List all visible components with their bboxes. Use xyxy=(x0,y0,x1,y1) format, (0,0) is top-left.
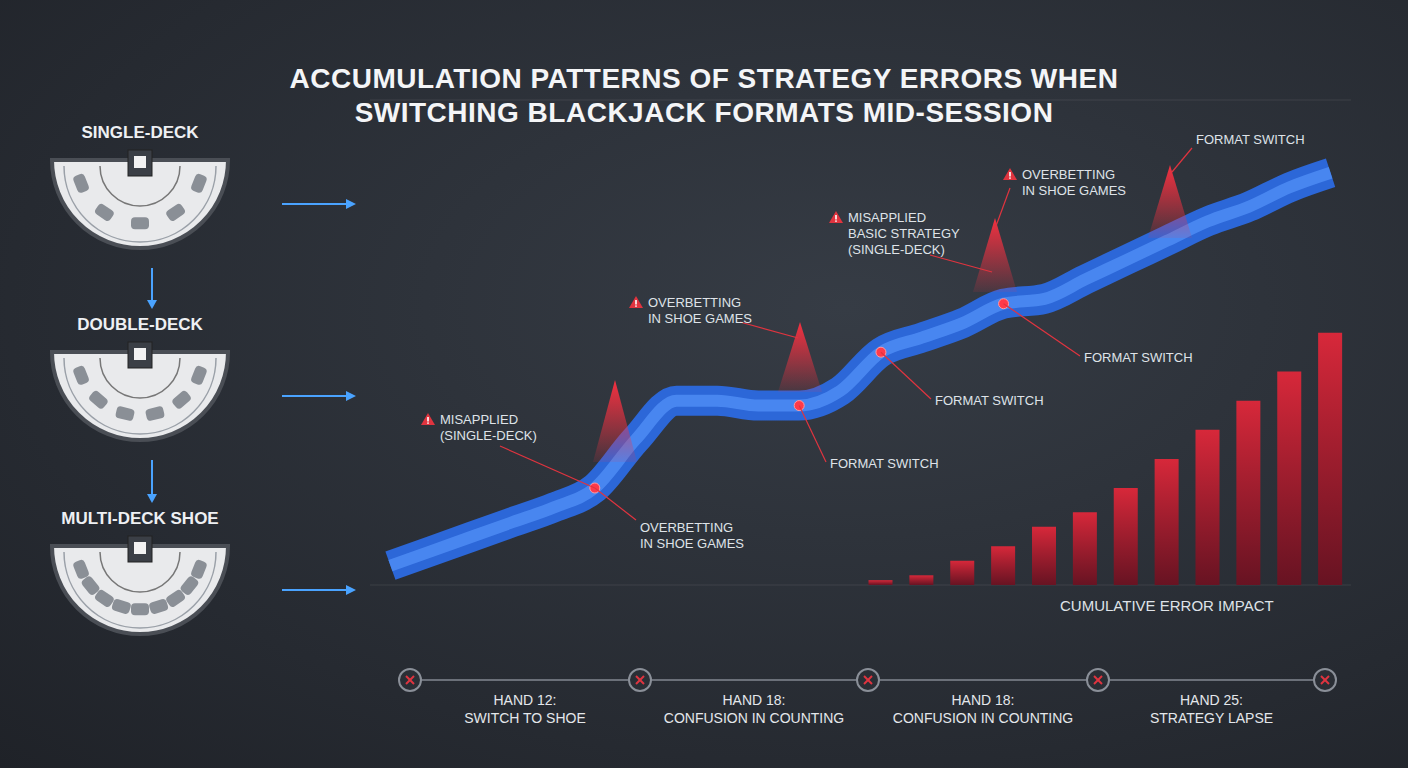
html-text:ACCUMULATION PATTERNS OF STRAT: ACCUMULATION PATTERNS OF STRATEGY ERRORS… xyxy=(289,63,1119,128)
svg-text:STRATEGY LAPSE: STRATEGY LAPSE xyxy=(1150,710,1273,726)
svg-text:MULTI-DECK SHOE: MULTI-DECK SHOE xyxy=(61,509,218,528)
svg-text:HAND 25:: HAND 25: xyxy=(1180,692,1243,708)
svg-text:(SINGLE-DECK): (SINGLE-DECK) xyxy=(440,428,537,443)
svg-text:HAND 18:: HAND 18: xyxy=(951,692,1014,708)
svg-text:SWITCH TO SHOE: SWITCH TO SHOE xyxy=(464,710,586,726)
svg-text:HAND 18:: HAND 18: xyxy=(722,692,785,708)
svg-text:CONFUSION IN COUNTING: CONFUSION IN COUNTING xyxy=(664,710,844,726)
svg-text:CONFUSION IN COUNTING: CONFUSION IN COUNTING xyxy=(893,710,1073,726)
svg-text:FORMAT SWITCH: FORMAT SWITCH xyxy=(830,456,939,471)
svg-text:IN SHOE GAMES: IN SHOE GAMES xyxy=(648,311,752,326)
svg-text:OVERBETTING: OVERBETTING xyxy=(1022,167,1115,182)
svg-text:BASIC STRATEGY: BASIC STRATEGY xyxy=(848,226,960,241)
svg-text:FORMAT SWITCH: FORMAT SWITCH xyxy=(1196,132,1305,147)
svg-text:FORMAT SWITCH: FORMAT SWITCH xyxy=(935,393,1044,408)
svg-text:MISAPPLIED: MISAPPLIED xyxy=(440,412,518,427)
svg-text:IN SHOE GAMES: IN SHOE GAMES xyxy=(1022,183,1126,198)
svg-text:HAND 12:: HAND 12: xyxy=(493,692,556,708)
svg-text:OVERBETTING: OVERBETTING xyxy=(640,520,733,535)
svg-text:FORMAT SWITCH: FORMAT SWITCH xyxy=(1084,350,1193,365)
svg-text:MISAPPLIED: MISAPPLIED xyxy=(848,210,926,225)
svg-text:OVERBETTING: OVERBETTING xyxy=(648,295,741,310)
svg-text:CUMULATIVE ERROR IMPACT: CUMULATIVE ERROR IMPACT xyxy=(1060,597,1274,614)
svg-text:DOUBLE-DECK: DOUBLE-DECK xyxy=(77,315,203,334)
svg-text:SINGLE-DECK: SINGLE-DECK xyxy=(81,123,199,142)
svg-text:IN SHOE GAMES: IN SHOE GAMES xyxy=(640,536,744,551)
svg-text:(SINGLE-DECK): (SINGLE-DECK) xyxy=(848,242,945,257)
